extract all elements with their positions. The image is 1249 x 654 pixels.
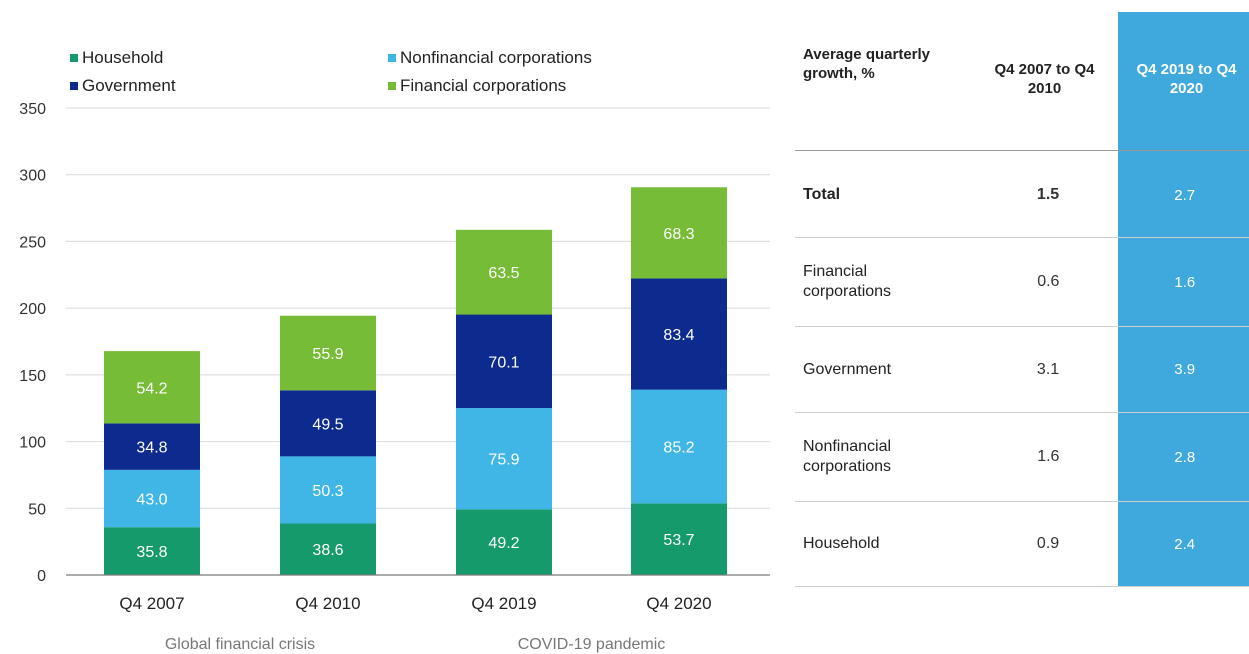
data-label: 50.3 (312, 483, 343, 500)
bar-segment (280, 390, 376, 457)
legend-item-household: Household (70, 48, 163, 68)
bar-segment (456, 408, 552, 510)
data-label: 85.2 (663, 440, 694, 457)
legend-item-nonfinancial: Nonfinancial corporations (388, 48, 592, 68)
y-tick-label: 50 (28, 501, 46, 518)
x-tick-label: Q4 2020 (646, 594, 711, 613)
row-label: Total (803, 186, 841, 203)
data-label: 68.3 (663, 226, 694, 243)
table-row-divider (795, 501, 1249, 502)
table-row-financial: Financial corporations 0.6 1.6 (795, 238, 1249, 326)
data-label: 63.5 (488, 265, 519, 282)
table-row-government: Government 3.1 3.9 (795, 327, 1249, 412)
x-tick-label: Q4 2007 (119, 594, 184, 613)
table-header-col1: Q4 2007 to Q4 2010 (994, 61, 1095, 97)
group-label: Global financial crisis (165, 636, 315, 653)
row-value-2007-2010: 1.6 (1037, 448, 1060, 465)
data-label: 49.2 (488, 535, 519, 552)
bar-segment (456, 509, 552, 575)
x-tick-label: Q4 2019 (471, 594, 536, 613)
data-label: 53.7 (663, 532, 694, 549)
row-value-2019-2020: 2.4 (1174, 535, 1196, 553)
data-label: 38.6 (312, 542, 343, 559)
bar-segment (631, 389, 727, 504)
bar-segment (631, 503, 727, 575)
y-tick-label: 0 (37, 568, 46, 585)
bar-segment (631, 278, 727, 390)
row-label: Nonfinancial corporations (803, 438, 892, 475)
row-value-2019-2020: 2.8 (1174, 448, 1196, 466)
highlight-column (1118, 12, 1249, 586)
chart-legend: Household Government Nonfinancial corpor… (70, 44, 770, 104)
table-row-total: Total 1.5 2.7 (795, 153, 1249, 237)
data-label: 83.4 (663, 327, 694, 344)
legend-swatch-financial (388, 82, 396, 90)
bar-segment (456, 229, 552, 315)
row-value-2007-2010: 3.1 (1036, 360, 1060, 378)
y-tick-label: 250 (19, 234, 46, 251)
data-label: 43.0 (136, 492, 167, 509)
stacked-bar-chart: 0 50 100 150 200 250 300 350 35.8 43.0 34.8 54.2 Q4 … (19, 44, 770, 653)
y-tick-label: 100 (19, 435, 46, 452)
bar-segment (280, 523, 376, 575)
table-row-household: Household 0.9 2.4 (795, 502, 1249, 586)
y-tick-label: 150 (19, 368, 46, 385)
table-row-divider (795, 412, 1249, 413)
bar-segment (104, 351, 200, 424)
bar-segment (631, 187, 727, 279)
y-tick-label: 350 (19, 101, 46, 118)
legend-swatch-nonfinancial (388, 54, 396, 62)
data-label: 55.9 (312, 346, 343, 363)
table-row-divider (795, 586, 1249, 587)
legend-label-household: Household (82, 48, 164, 67)
table-header-label: Average quarterly growth, % (803, 46, 931, 82)
chart-canvas: 0 50 100 150 200 250 300 350 35.8 43.0 34.8 54.2 Q4 … (19, 101, 770, 653)
data-label: 70.1 (488, 354, 519, 371)
table-row-divider (795, 326, 1249, 327)
row-value-2019-2020: 2.7 (1174, 186, 1196, 204)
y-tick-label: 200 (19, 301, 46, 318)
legend-label-financial: Financial corporations (400, 76, 567, 95)
legend-label-government: Government (82, 76, 176, 95)
row-value-2019-2020: 3.9 (1174, 361, 1196, 378)
row-label: Financial corporations (803, 263, 892, 300)
table-row-divider (795, 237, 1249, 238)
x-tick-label: Q4 2010 (295, 594, 360, 613)
bar-segment (104, 527, 200, 575)
bar-segment (104, 423, 200, 470)
table-header-col2: Q4 2019 to Q4 2020 (1136, 61, 1237, 97)
legend-swatch-household (70, 54, 78, 62)
row-label: Government (803, 360, 892, 378)
data-label: 49.5 (312, 416, 343, 433)
row-value-2019-2020: 1.6 (1174, 273, 1196, 291)
data-label: 34.8 (136, 440, 167, 457)
data-label: 54.2 (136, 380, 167, 397)
y-tick-label: 300 (19, 168, 46, 185)
group-label: COVID-19 pandemic (518, 636, 666, 653)
data-label: 35.8 (136, 544, 167, 561)
row-value-2007-2010: 0.9 (1036, 535, 1060, 552)
legend-label-nonfinancial: Nonfinancial corporations (400, 48, 592, 67)
table-row-nonfinancial: Nonfinancial corporations 1.6 2.8 (795, 413, 1249, 501)
legend-item-government: Government (70, 76, 176, 96)
row-label: Household (803, 535, 880, 552)
bar-segment (280, 315, 376, 391)
bar-segment (456, 314, 552, 409)
bar-segment (280, 456, 376, 524)
table-header-divider (795, 150, 1249, 151)
row-value-2007-2010: 0.6 (1037, 273, 1060, 290)
legend-swatch-government (70, 82, 78, 90)
legend-item-financial: Financial corporations (388, 76, 566, 96)
row-value-2007-2010: 1.5 (1036, 186, 1060, 203)
bar-segment (104, 469, 200, 528)
growth-table: Average quarterly growth, % Q4 2007 to Q… (795, 0, 1249, 654)
data-label: 75.9 (488, 452, 519, 469)
